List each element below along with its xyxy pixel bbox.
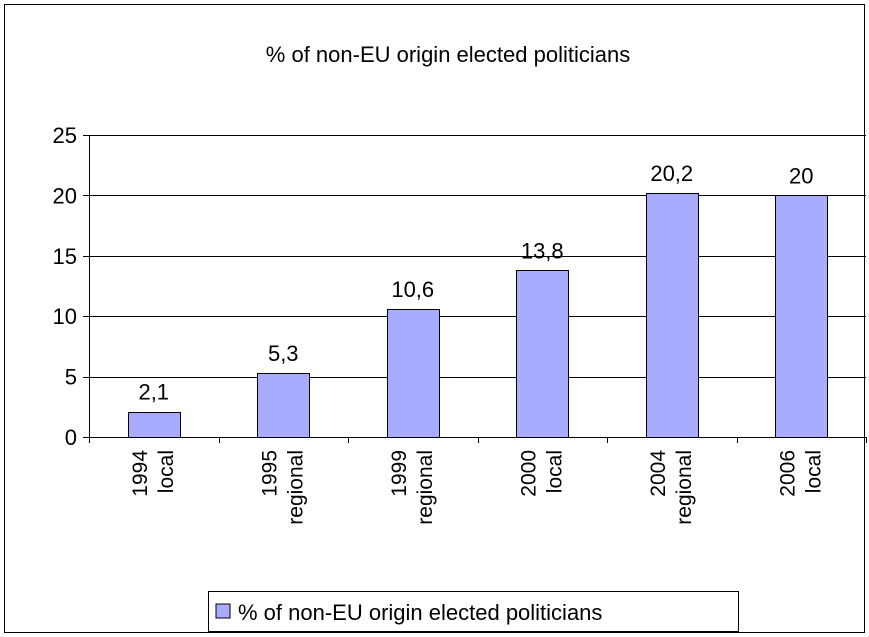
bar xyxy=(257,373,310,438)
y-tick-label: 25 xyxy=(53,123,77,148)
chart-title: % of non-EU origin elected politicians xyxy=(266,42,630,67)
gridlines xyxy=(89,135,866,378)
data-label: 20,2 xyxy=(650,161,693,186)
legend-box xyxy=(208,591,739,632)
y-tick-label: 0 xyxy=(65,425,77,450)
y-tick-label: 5 xyxy=(65,365,77,390)
data-label: 10,6 xyxy=(391,277,434,302)
bar xyxy=(516,270,569,438)
legend-swatch xyxy=(215,603,231,619)
y-tick-labels: 0 5 10 15 20 25 xyxy=(53,123,77,450)
bar xyxy=(775,195,828,438)
category-label: local xyxy=(543,450,566,493)
y-tick-label: 20 xyxy=(53,183,77,208)
category-label: 2006 xyxy=(776,450,799,497)
y-tick-label: 15 xyxy=(53,244,77,269)
category-label: 2000 xyxy=(517,450,540,497)
category-label: 1994 xyxy=(129,450,152,497)
category-label: local xyxy=(155,450,178,493)
bar xyxy=(387,309,440,438)
data-label: 13,8 xyxy=(521,238,564,263)
bars xyxy=(128,193,828,438)
axes xyxy=(83,135,867,443)
bar xyxy=(128,412,181,438)
legend: % of non-EU origin elected politicians xyxy=(208,591,739,632)
data-label: 20 xyxy=(789,163,813,188)
y-tick-label: 10 xyxy=(53,304,77,329)
category-label: local xyxy=(802,450,825,493)
category-label: 2004 xyxy=(647,450,670,497)
data-label: 2,1 xyxy=(138,380,169,405)
bar xyxy=(646,193,699,438)
category-label: regional xyxy=(673,450,696,525)
category-label: regional xyxy=(414,450,437,525)
data-label: 5,3 xyxy=(268,341,299,366)
category-label: 1995 xyxy=(258,450,281,497)
category-label: 1999 xyxy=(388,450,411,497)
data-labels: 2,1 5,3 10,6 13,8 20,2 20 xyxy=(138,161,813,405)
legend-label: % of non-EU origin elected politicians xyxy=(238,600,602,625)
category-labels: 1994 local 1995 regional 1999 regional 2000 loc… xyxy=(129,450,826,525)
category-label: regional xyxy=(284,450,307,525)
